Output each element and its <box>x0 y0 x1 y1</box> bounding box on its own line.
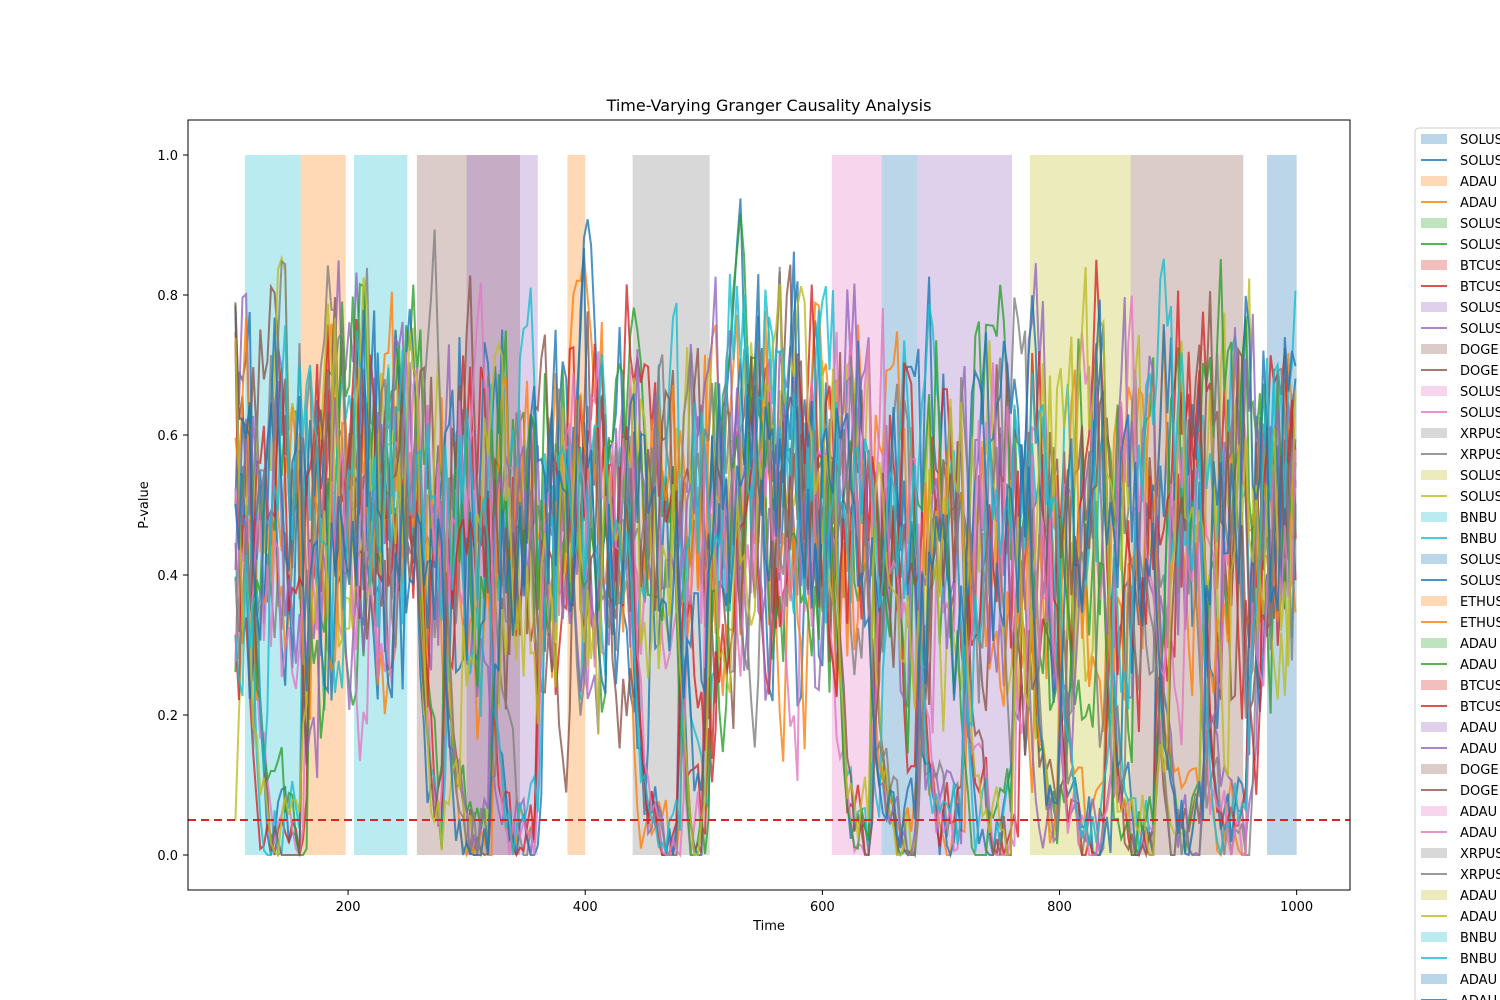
legend-patch <box>1421 386 1447 396</box>
x-axis-label: Time <box>752 919 785 934</box>
series-lines <box>234 198 1297 859</box>
legend-patch <box>1421 596 1447 606</box>
series-line <box>234 266 1297 858</box>
legend-patch <box>1421 806 1447 816</box>
legend-patch <box>1421 680 1447 690</box>
legend-patch <box>1421 932 1447 942</box>
legend-label: DOGE <box>1460 343 1499 358</box>
legend-label: BTCUS <box>1460 280 1500 295</box>
legend-patch <box>1421 764 1447 774</box>
legend-patch <box>1421 428 1447 438</box>
legend-label: DOGE <box>1460 784 1499 799</box>
legend-patch <box>1421 848 1447 858</box>
series-line <box>234 276 1297 857</box>
legend-label: ADAU <box>1460 973 1497 988</box>
legend-patch <box>1421 722 1447 732</box>
legend-label: SOLUS <box>1460 469 1500 484</box>
legend-label: BTCUS <box>1460 679 1500 694</box>
legend-patch <box>1421 302 1447 312</box>
y-axis: 0.0 0.2 0.4 0.6 0.8 1.0 <box>157 149 188 864</box>
legend-patch <box>1421 974 1447 984</box>
x-tick-label: 1000 <box>1280 900 1313 915</box>
legend-label: XRPUS <box>1460 868 1500 883</box>
legend-label: ADAU <box>1460 889 1497 904</box>
legend-patch <box>1421 470 1447 480</box>
series-line <box>234 258 1297 856</box>
legend-patch <box>1421 638 1447 648</box>
legend-label: SOLUS <box>1460 574 1500 589</box>
legend-label: BTCUS <box>1460 259 1500 274</box>
legend-label: SOLUS <box>1460 217 1500 232</box>
legend-label: XRPUS <box>1460 847 1500 862</box>
legend-label: ETHUS <box>1460 616 1500 631</box>
legend-label: BNBU <box>1460 952 1497 967</box>
legend-patch <box>1421 176 1447 186</box>
legend-patch <box>1421 890 1447 900</box>
legend-label: ADAU <box>1460 805 1497 820</box>
legend-label: BTCUS <box>1460 700 1500 715</box>
legend-label: XRPUS <box>1460 448 1500 463</box>
legend-label: ADAU <box>1460 658 1497 673</box>
legend-label: DOGE <box>1460 364 1499 379</box>
series-line <box>234 219 1297 859</box>
legend-label: ADAU <box>1460 910 1497 925</box>
legend-label: XRPUS <box>1460 427 1500 442</box>
x-tick-label: 600 <box>810 900 835 915</box>
x-tick-label: 400 <box>573 900 598 915</box>
legend-label: SOLUS <box>1460 553 1500 568</box>
legend-label: ADAU <box>1460 196 1497 211</box>
legend-label: SOLUS <box>1460 322 1500 337</box>
legend-patch <box>1421 512 1447 522</box>
legend-label: SOLUS <box>1460 301 1500 316</box>
legend-label: SOLUS <box>1460 406 1500 421</box>
y-tick-label: 0.8 <box>157 289 178 304</box>
legend-patch <box>1421 134 1447 144</box>
legend-label: ADAU <box>1460 742 1497 757</box>
y-tick-label: 0.6 <box>157 429 178 444</box>
legend-patch <box>1421 344 1447 354</box>
legend-patch <box>1421 554 1447 564</box>
legend-label: BNBU <box>1460 532 1497 547</box>
x-tick-label: 800 <box>1047 900 1072 915</box>
legend-label: DOGE <box>1460 763 1499 778</box>
chart-title: Time-Varying Granger Causality Analysis <box>606 96 932 115</box>
x-axis: 200 400 600 800 1000 <box>336 890 1313 915</box>
legend-label: ADAU <box>1460 175 1497 190</box>
y-tick-label: 0.4 <box>157 569 178 584</box>
legend-label: SOLUS <box>1460 385 1500 400</box>
legend-label: BNBU <box>1460 931 1497 946</box>
legend-label: ADAU <box>1460 721 1497 736</box>
legend-patch <box>1421 218 1447 228</box>
series-line <box>234 282 1297 858</box>
legend-label: SOLUS <box>1460 490 1500 505</box>
y-tick-label: 1.0 <box>157 149 178 164</box>
legend-patch <box>1421 260 1447 270</box>
series-line <box>234 248 1297 857</box>
legend-label: ETHUS <box>1460 595 1500 610</box>
legend-label: BNBU <box>1460 511 1497 526</box>
y-tick-label: 0.0 <box>157 849 178 864</box>
legend-label: SOLUS <box>1460 154 1500 169</box>
y-axis-label: P-value <box>137 481 152 528</box>
legend: SOLUS SOLUS ADAU ADAU SOLUS SOLUS BTCUS BTCUS SO… <box>1414 127 1500 1000</box>
x-tick-label: 200 <box>336 900 361 915</box>
legend-label: ADAU <box>1460 637 1497 652</box>
y-tick-label: 0.2 <box>157 709 178 724</box>
plot-area-frame <box>187 119 1351 891</box>
legend-label: ADAU <box>1460 994 1497 1000</box>
legend-label: ADAU <box>1460 826 1497 841</box>
legend-label: SOLUS <box>1460 238 1500 253</box>
legend-label: SOLUS <box>1460 133 1500 148</box>
legend-frame <box>1414 127 1500 1000</box>
